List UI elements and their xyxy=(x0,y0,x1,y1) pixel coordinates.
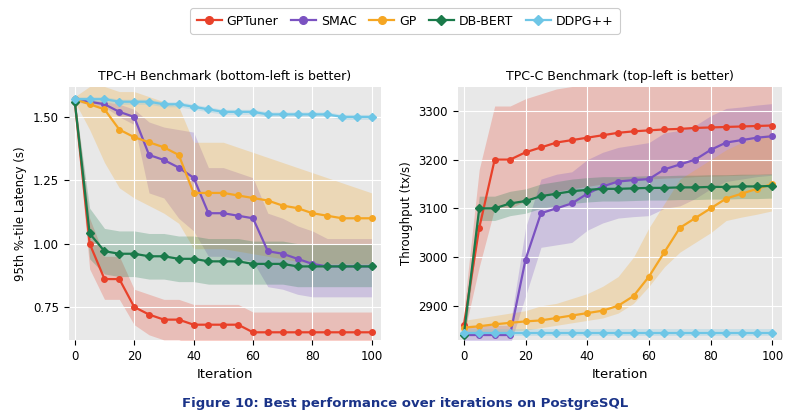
Y-axis label: Throughput (tx/s): Throughput (tx/s) xyxy=(399,162,412,265)
X-axis label: Iteration: Iteration xyxy=(197,368,253,381)
Legend: GPTuner, SMAC, GP, DB-BERT, DDPG++: GPTuner, SMAC, GP, DB-BERT, DDPG++ xyxy=(190,8,620,34)
X-axis label: Iteration: Iteration xyxy=(591,368,648,381)
Y-axis label: 95th %-tile Latency (s): 95th %-tile Latency (s) xyxy=(15,146,28,281)
Title: TPC-C Benchmark (top-left is better): TPC-C Benchmark (top-left is better) xyxy=(505,70,734,82)
Text: Figure 10: Best performance over iterations on PostgreSQL: Figure 10: Best performance over iterati… xyxy=(182,397,628,410)
Title: TPC-H Benchmark (bottom-left is better): TPC-H Benchmark (bottom-left is better) xyxy=(98,70,352,82)
